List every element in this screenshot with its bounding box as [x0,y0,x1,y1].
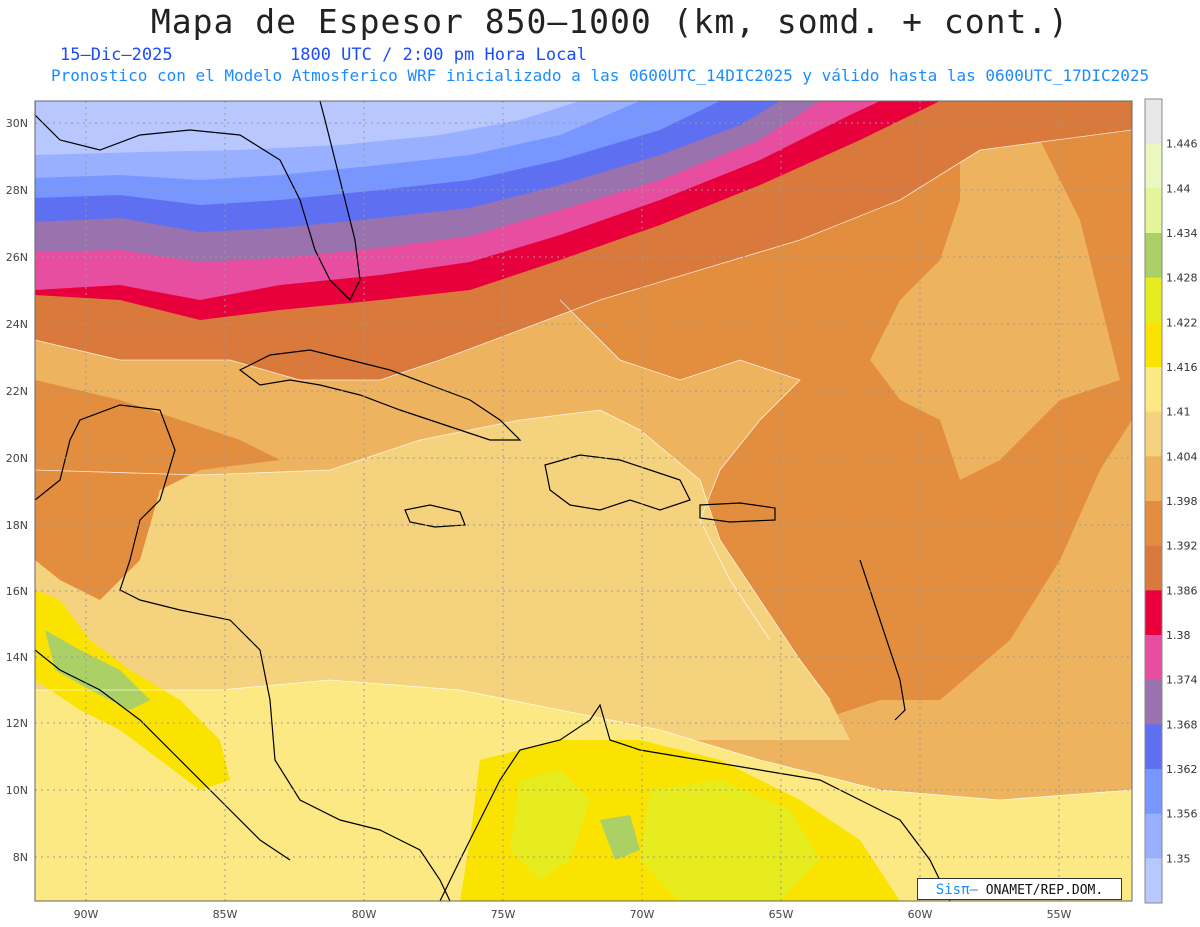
colorbar-label: 1.38 [1166,629,1191,642]
lon-label: 75W [491,908,516,921]
colorbar-swatch [1145,99,1162,145]
lon-label: 65W [769,908,794,921]
lon-label: 55W [1047,908,1072,921]
lon-label: 60W [908,908,933,921]
lat-label: 8N [13,851,28,864]
lat-label: 14N [6,651,28,664]
forecast-date: 15–Dic–2025 [60,45,173,65]
map-title: Mapa de Espesor 850–1000 (km, somd. + co… [150,2,1070,41]
forecast-time: 1800 UTC / 2:00 pm Hora Local [290,45,587,65]
model-info-line: Pronostico con el Modelo Atmosferico WRF… [51,66,1150,85]
lat-label: 18N [6,519,28,532]
colorbar-swatch [1145,858,1162,904]
colorbar-swatch [1145,188,1162,234]
colorbar-label: 1.398 [1166,495,1198,508]
lat-label: 28N [6,184,28,197]
colorbar-label: 1.392 [1166,540,1198,553]
colorbar-label: 1.374 [1166,674,1198,687]
lon-label: 80W [352,908,377,921]
lon-label: 70W [630,908,655,921]
lon-label: 85W [213,908,238,921]
colorbar-label: 1.416 [1166,361,1198,374]
lon-label: 90W [74,908,99,921]
colorbar-swatch [1145,411,1162,457]
colorbar-label: 1.35 [1166,852,1191,865]
lat-label: 24N [6,318,28,331]
lat-label: 10N [6,784,28,797]
colorbar-swatch [1145,724,1162,770]
map-frame [34,100,1133,902]
colorbar-label: 1.368 [1166,718,1198,731]
contour-fill-layer [35,101,1132,901]
sispi-logo-text: Sisπ– [935,882,978,898]
graticule [35,101,1132,901]
colorbar-swatch [1145,367,1162,413]
colorbar: 1.35 1.356 1.362 1.368 1.374 1.38 1.386 1.392 1.… [1144,98,1198,904]
colorbar-swatch [1145,813,1162,859]
colorbar-swatch [1145,322,1162,368]
colorbar-frame [1144,98,1163,904]
colorbar-label: 1.44 [1166,182,1191,195]
lat-label: 22N [6,385,28,398]
colorbar-label: 1.434 [1166,227,1198,240]
colorbar-swatch [1145,679,1162,725]
colorbar-swatch [1145,590,1162,636]
colorbar-swatch [1145,769,1162,815]
colorbar-label: 1.428 [1166,272,1198,285]
colorbar-swatch [1145,501,1162,547]
lat-label: 30N [6,117,28,130]
colorbar-swatch [1145,233,1162,279]
colorbar-swatch [1145,635,1162,681]
colorbar-label: 1.404 [1166,450,1198,463]
colorbar-label: 1.362 [1166,763,1198,776]
credit-box: Sisπ– ONAMET/REP.DOM. [917,878,1122,900]
colorbar-label: 1.422 [1166,316,1198,329]
credit-org: ONAMET/REP.DOM. [977,883,1104,898]
colorbar-swatch [1145,277,1162,323]
colorbar-swatch [1145,456,1162,502]
colorbar-swatch [1145,143,1162,189]
lat-label: 20N [6,452,28,465]
colorbar-label: 1.386 [1166,584,1198,597]
lat-label: 12N [6,717,28,730]
lat-labels: 30N 28N 26N 24N 22N 20N 18N 16N 14N 12N … [6,117,28,864]
lat-label: 26N [6,251,28,264]
colorbar-label: 1.446 [1166,138,1198,151]
colorbar-label: 1.41 [1166,406,1191,419]
colorbar-swatch [1145,545,1162,591]
lon-labels: 90W 85W 80W 75W 70W 65W 60W 55W [74,908,1072,921]
coastline-layer [35,101,951,901]
lat-label: 16N [6,585,28,598]
colorbar-label: 1.356 [1166,808,1198,821]
